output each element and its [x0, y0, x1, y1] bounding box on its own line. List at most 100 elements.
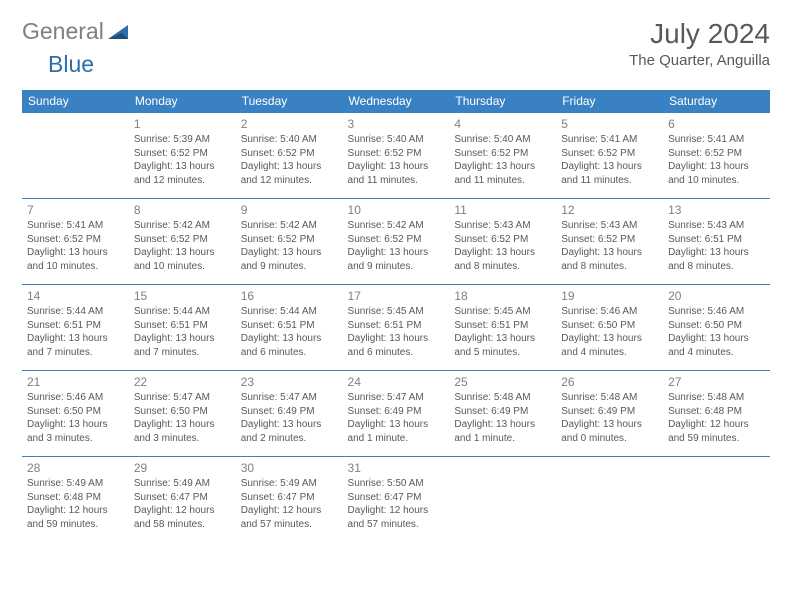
calendar-day-cell: 8Sunrise: 5:42 AMSunset: 6:52 PMDaylight… — [129, 199, 236, 285]
sunset-line: Sunset: 6:52 PM — [134, 147, 231, 161]
daylight-line: Daylight: 13 hours and 8 minutes. — [668, 246, 765, 273]
sunrise-line: Sunrise: 5:40 AM — [454, 133, 551, 147]
daylight-line: Daylight: 13 hours and 5 minutes. — [454, 332, 551, 359]
day-number: 18 — [454, 288, 551, 304]
daylight-line: Daylight: 13 hours and 11 minutes. — [454, 160, 551, 187]
daylight-line: Daylight: 13 hours and 1 minute. — [348, 418, 445, 445]
daylight-line: Daylight: 13 hours and 0 minutes. — [561, 418, 658, 445]
sunset-line: Sunset: 6:47 PM — [134, 491, 231, 505]
daylight-line: Daylight: 13 hours and 7 minutes. — [134, 332, 231, 359]
sunset-line: Sunset: 6:52 PM — [561, 147, 658, 161]
calendar-week-row: 1Sunrise: 5:39 AMSunset: 6:52 PMDaylight… — [22, 113, 770, 199]
weekday-header: Tuesday — [236, 90, 343, 113]
day-number: 6 — [668, 116, 765, 132]
sunrise-line: Sunrise: 5:47 AM — [241, 391, 338, 405]
sunset-line: Sunset: 6:49 PM — [348, 405, 445, 419]
day-number: 19 — [561, 288, 658, 304]
sunrise-line: Sunrise: 5:42 AM — [134, 219, 231, 233]
calendar-body: 1Sunrise: 5:39 AMSunset: 6:52 PMDaylight… — [22, 113, 770, 543]
calendar-day-cell — [22, 113, 129, 199]
sunset-line: Sunset: 6:51 PM — [27, 319, 124, 333]
sunrise-line: Sunrise: 5:47 AM — [348, 391, 445, 405]
calendar-week-row: 14Sunrise: 5:44 AMSunset: 6:51 PMDayligh… — [22, 285, 770, 371]
calendar-day-cell: 17Sunrise: 5:45 AMSunset: 6:51 PMDayligh… — [343, 285, 450, 371]
calendar-day-cell: 25Sunrise: 5:48 AMSunset: 6:49 PMDayligh… — [449, 371, 556, 457]
sunset-line: Sunset: 6:52 PM — [668, 147, 765, 161]
logo-triangle-icon — [108, 23, 130, 41]
day-number: 20 — [668, 288, 765, 304]
day-number: 23 — [241, 374, 338, 390]
sunset-line: Sunset: 6:52 PM — [454, 233, 551, 247]
sunrise-line: Sunrise: 5:49 AM — [134, 477, 231, 491]
sunrise-line: Sunrise: 5:48 AM — [561, 391, 658, 405]
calendar-day-cell: 27Sunrise: 5:48 AMSunset: 6:48 PMDayligh… — [663, 371, 770, 457]
sunrise-line: Sunrise: 5:44 AM — [134, 305, 231, 319]
calendar-day-cell: 7Sunrise: 5:41 AMSunset: 6:52 PMDaylight… — [22, 199, 129, 285]
sunrise-line: Sunrise: 5:50 AM — [348, 477, 445, 491]
daylight-line: Daylight: 13 hours and 10 minutes. — [134, 246, 231, 273]
calendar-day-cell: 18Sunrise: 5:45 AMSunset: 6:51 PMDayligh… — [449, 285, 556, 371]
sunrise-line: Sunrise: 5:41 AM — [561, 133, 658, 147]
sunset-line: Sunset: 6:50 PM — [668, 319, 765, 333]
sunset-line: Sunset: 6:48 PM — [27, 491, 124, 505]
daylight-line: Daylight: 13 hours and 11 minutes. — [348, 160, 445, 187]
daylight-line: Daylight: 13 hours and 3 minutes. — [134, 418, 231, 445]
sunset-line: Sunset: 6:48 PM — [668, 405, 765, 419]
sunset-line: Sunset: 6:50 PM — [561, 319, 658, 333]
calendar-day-cell: 5Sunrise: 5:41 AMSunset: 6:52 PMDaylight… — [556, 113, 663, 199]
calendar-day-cell: 12Sunrise: 5:43 AMSunset: 6:52 PMDayligh… — [556, 199, 663, 285]
day-number: 25 — [454, 374, 551, 390]
daylight-line: Daylight: 13 hours and 4 minutes. — [668, 332, 765, 359]
sunrise-line: Sunrise: 5:47 AM — [134, 391, 231, 405]
calendar-day-cell: 23Sunrise: 5:47 AMSunset: 6:49 PMDayligh… — [236, 371, 343, 457]
logo: General — [22, 18, 130, 45]
daylight-line: Daylight: 13 hours and 10 minutes. — [668, 160, 765, 187]
day-number: 9 — [241, 202, 338, 218]
logo-word-1: General — [22, 18, 104, 45]
sunset-line: Sunset: 6:49 PM — [241, 405, 338, 419]
sunset-line: Sunset: 6:52 PM — [27, 233, 124, 247]
day-number: 7 — [27, 202, 124, 218]
calendar-day-cell: 16Sunrise: 5:44 AMSunset: 6:51 PMDayligh… — [236, 285, 343, 371]
weekday-header: Wednesday — [343, 90, 450, 113]
calendar-day-cell: 13Sunrise: 5:43 AMSunset: 6:51 PMDayligh… — [663, 199, 770, 285]
location-text: The Quarter, Anguilla — [629, 52, 770, 69]
month-title: July 2024 — [629, 18, 770, 50]
day-number: 24 — [348, 374, 445, 390]
daylight-line: Daylight: 13 hours and 9 minutes. — [348, 246, 445, 273]
daylight-line: Daylight: 13 hours and 12 minutes. — [241, 160, 338, 187]
sunrise-line: Sunrise: 5:42 AM — [241, 219, 338, 233]
daylight-line: Daylight: 12 hours and 58 minutes. — [134, 504, 231, 531]
calendar-header-row: SundayMondayTuesdayWednesdayThursdayFrid… — [22, 90, 770, 113]
daylight-line: Daylight: 13 hours and 4 minutes. — [561, 332, 658, 359]
daylight-line: Daylight: 13 hours and 8 minutes. — [561, 246, 658, 273]
weekday-header: Saturday — [663, 90, 770, 113]
calendar-day-cell: 26Sunrise: 5:48 AMSunset: 6:49 PMDayligh… — [556, 371, 663, 457]
day-number: 2 — [241, 116, 338, 132]
sunrise-line: Sunrise: 5:45 AM — [348, 305, 445, 319]
title-block: July 2024 The Quarter, Anguilla — [629, 18, 770, 69]
sunrise-line: Sunrise: 5:43 AM — [561, 219, 658, 233]
day-number: 8 — [134, 202, 231, 218]
sunset-line: Sunset: 6:51 PM — [668, 233, 765, 247]
sunrise-line: Sunrise: 5:41 AM — [668, 133, 765, 147]
daylight-line: Daylight: 13 hours and 1 minute. — [454, 418, 551, 445]
day-number: 10 — [348, 202, 445, 218]
sunrise-line: Sunrise: 5:45 AM — [454, 305, 551, 319]
sunrise-line: Sunrise: 5:41 AM — [27, 219, 124, 233]
day-number: 1 — [134, 116, 231, 132]
calendar-table: SundayMondayTuesdayWednesdayThursdayFrid… — [22, 90, 770, 543]
day-number: 12 — [561, 202, 658, 218]
sunset-line: Sunset: 6:50 PM — [27, 405, 124, 419]
sunset-line: Sunset: 6:49 PM — [561, 405, 658, 419]
sunrise-line: Sunrise: 5:46 AM — [27, 391, 124, 405]
day-number: 27 — [668, 374, 765, 390]
day-number: 29 — [134, 460, 231, 476]
sunset-line: Sunset: 6:51 PM — [348, 319, 445, 333]
logo-word-2: Blue — [48, 51, 94, 78]
daylight-line: Daylight: 13 hours and 9 minutes. — [241, 246, 338, 273]
calendar-day-cell: 14Sunrise: 5:44 AMSunset: 6:51 PMDayligh… — [22, 285, 129, 371]
sunrise-line: Sunrise: 5:49 AM — [27, 477, 124, 491]
day-number: 3 — [348, 116, 445, 132]
sunset-line: Sunset: 6:47 PM — [348, 491, 445, 505]
